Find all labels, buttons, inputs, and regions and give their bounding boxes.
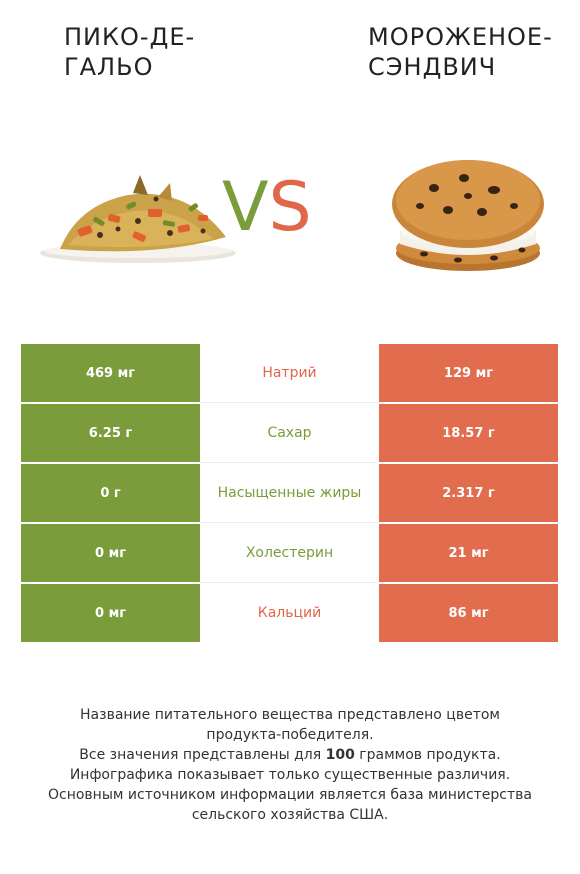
row-divider <box>200 522 379 523</box>
food-left-title: ПИКО-ДЕ- ГАЛЬО <box>64 22 224 82</box>
vs-s-letter: S <box>268 168 312 247</box>
food-left-title-line1: ПИКО-ДЕ- <box>64 23 196 51</box>
left-value: 6.25 г <box>21 404 200 462</box>
table-row: 0 мг Кальций 86 мг <box>21 584 558 644</box>
food-right-title: МОРОЖЕНОЕ- СЭНДВИЧ <box>368 22 568 82</box>
right-value: 129 мг <box>379 344 558 402</box>
footer-line: Основным источником информации является … <box>48 787 532 803</box>
ice-cream-sandwich-image <box>392 160 544 271</box>
nutrient-name: Холестерин <box>200 524 379 582</box>
right-value: 21 мг <box>379 524 558 582</box>
table-row: 0 мг Холестерин 21 мг <box>21 524 558 584</box>
pico-de-gallo-image <box>40 175 236 263</box>
footer-notes: Название питательного вещества представл… <box>20 705 560 825</box>
footer-bold-value: 100 <box>325 747 355 763</box>
table-row: 6.25 г Сахар 18.57 г <box>21 404 558 464</box>
nutrient-name: Кальций <box>200 584 379 642</box>
left-value: 0 г <box>21 464 200 522</box>
row-divider <box>200 402 379 403</box>
food-left-title-line2: ГАЛЬО <box>64 53 154 81</box>
footer-line: Инфографика показывает только существенн… <box>69 767 511 783</box>
left-value: 0 мг <box>21 524 200 582</box>
left-value: 0 мг <box>21 584 200 642</box>
left-value: 469 мг <box>21 344 200 402</box>
footer-line: Все значения представлены для 100 граммо… <box>20 745 560 765</box>
footer-line: сельского хозяйства США. <box>191 807 389 823</box>
row-divider <box>200 582 379 583</box>
footer-text: Все значения представлены для <box>79 747 326 763</box>
nutrient-name: Насыщенные жиры <box>200 464 379 522</box>
footer-text: граммов продукта. <box>354 747 501 763</box>
vs-v-letter: V <box>222 168 269 247</box>
right-value: 2.317 г <box>379 464 558 522</box>
food-right-title-line2: СЭНДВИЧ <box>368 53 497 81</box>
footer-line: продукта-победителя. <box>206 727 374 743</box>
food-right-title-line1: МОРОЖЕНОЕ- <box>368 23 553 51</box>
right-value: 18.57 г <box>379 404 558 462</box>
nutrient-name: Сахар <box>200 404 379 462</box>
right-value: 86 мг <box>379 584 558 642</box>
nutrient-name: Натрий <box>200 344 379 402</box>
comparison-table: 469 мг Натрий 129 мг 6.25 г Сахар 18.57 … <box>21 344 558 644</box>
vs-label: VS <box>222 168 312 248</box>
row-divider <box>200 462 379 463</box>
table-row: 0 г Насыщенные жиры 2.317 г <box>21 464 558 524</box>
footer-line: Название питательного вещества представл… <box>80 707 500 723</box>
table-row: 469 мг Натрий 129 мг <box>21 344 558 404</box>
